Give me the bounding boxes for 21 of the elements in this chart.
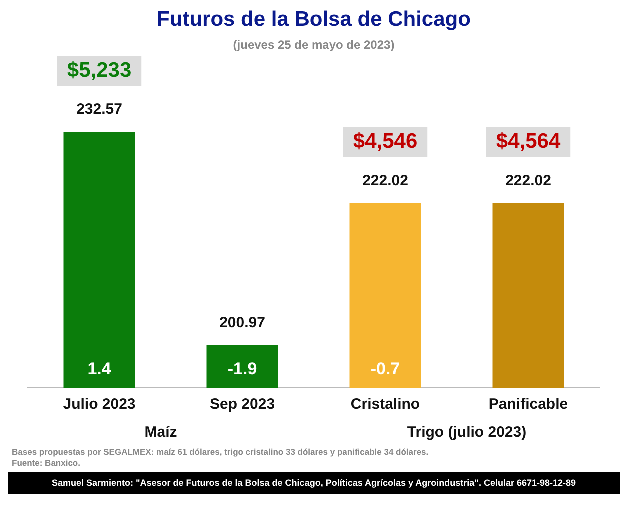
chart-subtitle: (jueves 25 de mayo de 2023) xyxy=(232,38,396,52)
annotation: Samuel Sarmiento: "Asesor de Futuros de la Bolsa de Chicago, Políticas Agrícolas y Agroindustria". Celular 6671-98-12-89 xyxy=(50,478,578,488)
data-label: 232.57 xyxy=(76,101,122,118)
annotation: Bases propuestas por SEGALMEX: maíz 61 dólares, trigo cristalino 33 dólares y panificable 34 dólares. xyxy=(12,447,430,457)
annotation: Trigo (julio 2023) xyxy=(406,424,528,441)
annotation: -1.9 xyxy=(228,360,258,379)
annotation: Maíz xyxy=(144,424,178,441)
chart-title: Futuros de la Bolsa de Chicago xyxy=(156,8,472,32)
x-tick-label: Sep 2023 xyxy=(210,396,276,414)
x-tick-label: Panificable xyxy=(488,396,568,414)
annotation: -0.7 xyxy=(370,360,400,379)
data-label: 222.02 xyxy=(362,172,408,190)
annotation: Fuente: Banxico. xyxy=(12,458,82,468)
x-tick-label: Cristalino xyxy=(350,396,420,414)
data-label: 200.97 xyxy=(220,314,266,332)
annotation: 1.4 xyxy=(88,360,112,379)
data-label: 222.02 xyxy=(506,172,552,190)
x-tick-label: Julio 2023 xyxy=(63,396,136,414)
annotation: $4,546 xyxy=(353,130,418,154)
annotation: $4,564 xyxy=(496,130,561,154)
text: $5,233 xyxy=(67,58,132,82)
